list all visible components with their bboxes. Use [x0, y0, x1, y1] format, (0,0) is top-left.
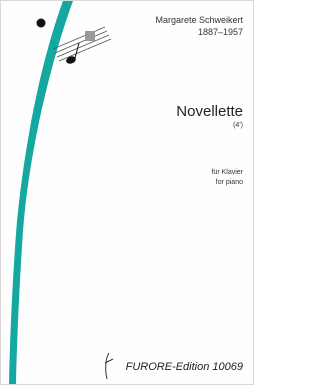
composer-dates: 1887–1957: [198, 27, 243, 37]
teal-curve: [9, 1, 73, 384]
cover-page: Margarete Schweikert 1887–1957 Novellett…: [0, 0, 254, 385]
publisher: FURORE-Edition 10069: [126, 361, 243, 373]
gray-square: [85, 31, 95, 41]
instrumentation: for piano: [216, 179, 243, 186]
note-stem: [75, 43, 79, 58]
publisher-logo: [105, 353, 113, 379]
composer: Margarete Schweikert: [155, 15, 243, 25]
instrumentation: für Klavier: [211, 169, 243, 176]
cover-art: [1, 1, 253, 384]
title: Novellette: [176, 103, 243, 120]
dot: [37, 19, 46, 28]
duration: (4'): [233, 122, 243, 129]
